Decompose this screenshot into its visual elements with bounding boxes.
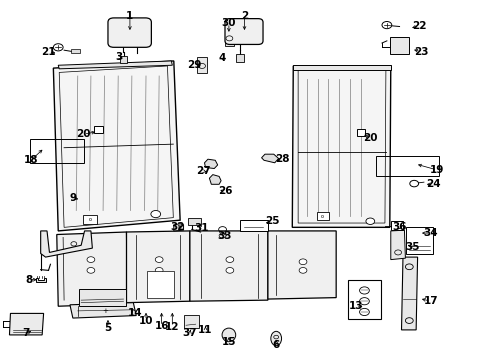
- FancyBboxPatch shape: [147, 271, 173, 298]
- Text: 37: 37: [182, 328, 197, 338]
- Polygon shape: [298, 69, 385, 223]
- Text: 15: 15: [221, 337, 236, 347]
- FancyBboxPatch shape: [239, 220, 267, 231]
- Circle shape: [225, 257, 233, 262]
- Text: 32: 32: [170, 222, 184, 232]
- FancyBboxPatch shape: [406, 226, 432, 253]
- FancyBboxPatch shape: [120, 55, 127, 63]
- Text: 30: 30: [221, 18, 236, 28]
- Text: 36: 36: [391, 222, 406, 232]
- Text: 17: 17: [423, 296, 437, 306]
- Polygon shape: [173, 224, 183, 231]
- Circle shape: [299, 259, 306, 265]
- Text: 28: 28: [275, 154, 289, 164]
- Polygon shape: [58, 61, 172, 69]
- FancyBboxPatch shape: [389, 37, 408, 54]
- Text: 24: 24: [426, 179, 440, 189]
- Polygon shape: [292, 66, 390, 227]
- Text: 13: 13: [348, 301, 362, 311]
- Text: 33: 33: [217, 231, 232, 240]
- FancyBboxPatch shape: [94, 126, 103, 134]
- Ellipse shape: [270, 331, 281, 346]
- Text: +: +: [102, 308, 108, 314]
- FancyBboxPatch shape: [71, 49, 80, 53]
- Polygon shape: [293, 65, 390, 69]
- FancyBboxPatch shape: [188, 219, 200, 225]
- Text: 1: 1: [126, 11, 133, 21]
- Text: 9: 9: [69, 193, 76, 203]
- Text: a: a: [177, 225, 180, 229]
- FancyBboxPatch shape: [224, 19, 263, 44]
- FancyBboxPatch shape: [82, 215, 97, 224]
- Text: o: o: [320, 214, 324, 219]
- Polygon shape: [126, 231, 189, 303]
- Text: 18: 18: [23, 155, 38, 165]
- Polygon shape: [204, 159, 217, 168]
- Text: 5: 5: [104, 323, 111, 333]
- Text: 2: 2: [241, 11, 247, 21]
- Polygon shape: [209, 175, 221, 184]
- Polygon shape: [36, 278, 45, 282]
- Polygon shape: [189, 231, 267, 301]
- Text: 3: 3: [115, 52, 122, 62]
- Text: 34: 34: [423, 228, 437, 238]
- FancyBboxPatch shape: [196, 57, 207, 73]
- Circle shape: [155, 257, 163, 262]
- Text: 22: 22: [411, 21, 426, 31]
- Polygon shape: [41, 231, 92, 257]
- Circle shape: [155, 267, 163, 273]
- Text: 16: 16: [154, 321, 168, 331]
- Circle shape: [87, 267, 95, 273]
- Polygon shape: [59, 66, 173, 227]
- Polygon shape: [70, 303, 136, 318]
- Text: 26: 26: [217, 186, 232, 197]
- Circle shape: [151, 211, 160, 218]
- Text: 20: 20: [362, 133, 377, 143]
- Text: 29: 29: [187, 59, 202, 69]
- Text: 23: 23: [413, 46, 427, 57]
- Text: 20: 20: [76, 129, 91, 139]
- Text: 14: 14: [127, 308, 142, 318]
- Text: 19: 19: [429, 165, 444, 175]
- Polygon shape: [53, 61, 180, 231]
- Text: 11: 11: [198, 325, 212, 335]
- Text: 25: 25: [265, 216, 280, 226]
- FancyBboxPatch shape: [356, 129, 365, 136]
- FancyBboxPatch shape: [108, 18, 151, 47]
- FancyBboxPatch shape: [224, 31, 233, 45]
- Circle shape: [365, 218, 374, 225]
- FancyBboxPatch shape: [183, 315, 199, 328]
- FancyBboxPatch shape: [235, 54, 243, 62]
- Polygon shape: [401, 257, 417, 330]
- Text: 35: 35: [405, 242, 419, 252]
- Text: 10: 10: [139, 316, 153, 325]
- Text: 6: 6: [272, 340, 279, 350]
- Polygon shape: [390, 230, 405, 260]
- Circle shape: [225, 267, 233, 273]
- FancyBboxPatch shape: [316, 212, 328, 220]
- Text: 12: 12: [165, 322, 179, 332]
- FancyBboxPatch shape: [347, 280, 380, 319]
- Polygon shape: [261, 154, 278, 163]
- Text: 27: 27: [195, 166, 210, 176]
- Text: 7: 7: [22, 328, 30, 338]
- Ellipse shape: [222, 328, 235, 342]
- Circle shape: [87, 257, 95, 262]
- Polygon shape: [57, 232, 127, 306]
- FancyBboxPatch shape: [79, 289, 126, 306]
- Text: 31: 31: [194, 224, 208, 233]
- Text: 4: 4: [219, 53, 226, 63]
- Text: 21: 21: [41, 46, 56, 57]
- Polygon shape: [267, 231, 335, 299]
- Text: o: o: [88, 217, 91, 222]
- Text: 8: 8: [25, 275, 33, 285]
- FancyBboxPatch shape: [390, 221, 402, 230]
- Polygon shape: [9, 314, 43, 335]
- Circle shape: [299, 267, 306, 273]
